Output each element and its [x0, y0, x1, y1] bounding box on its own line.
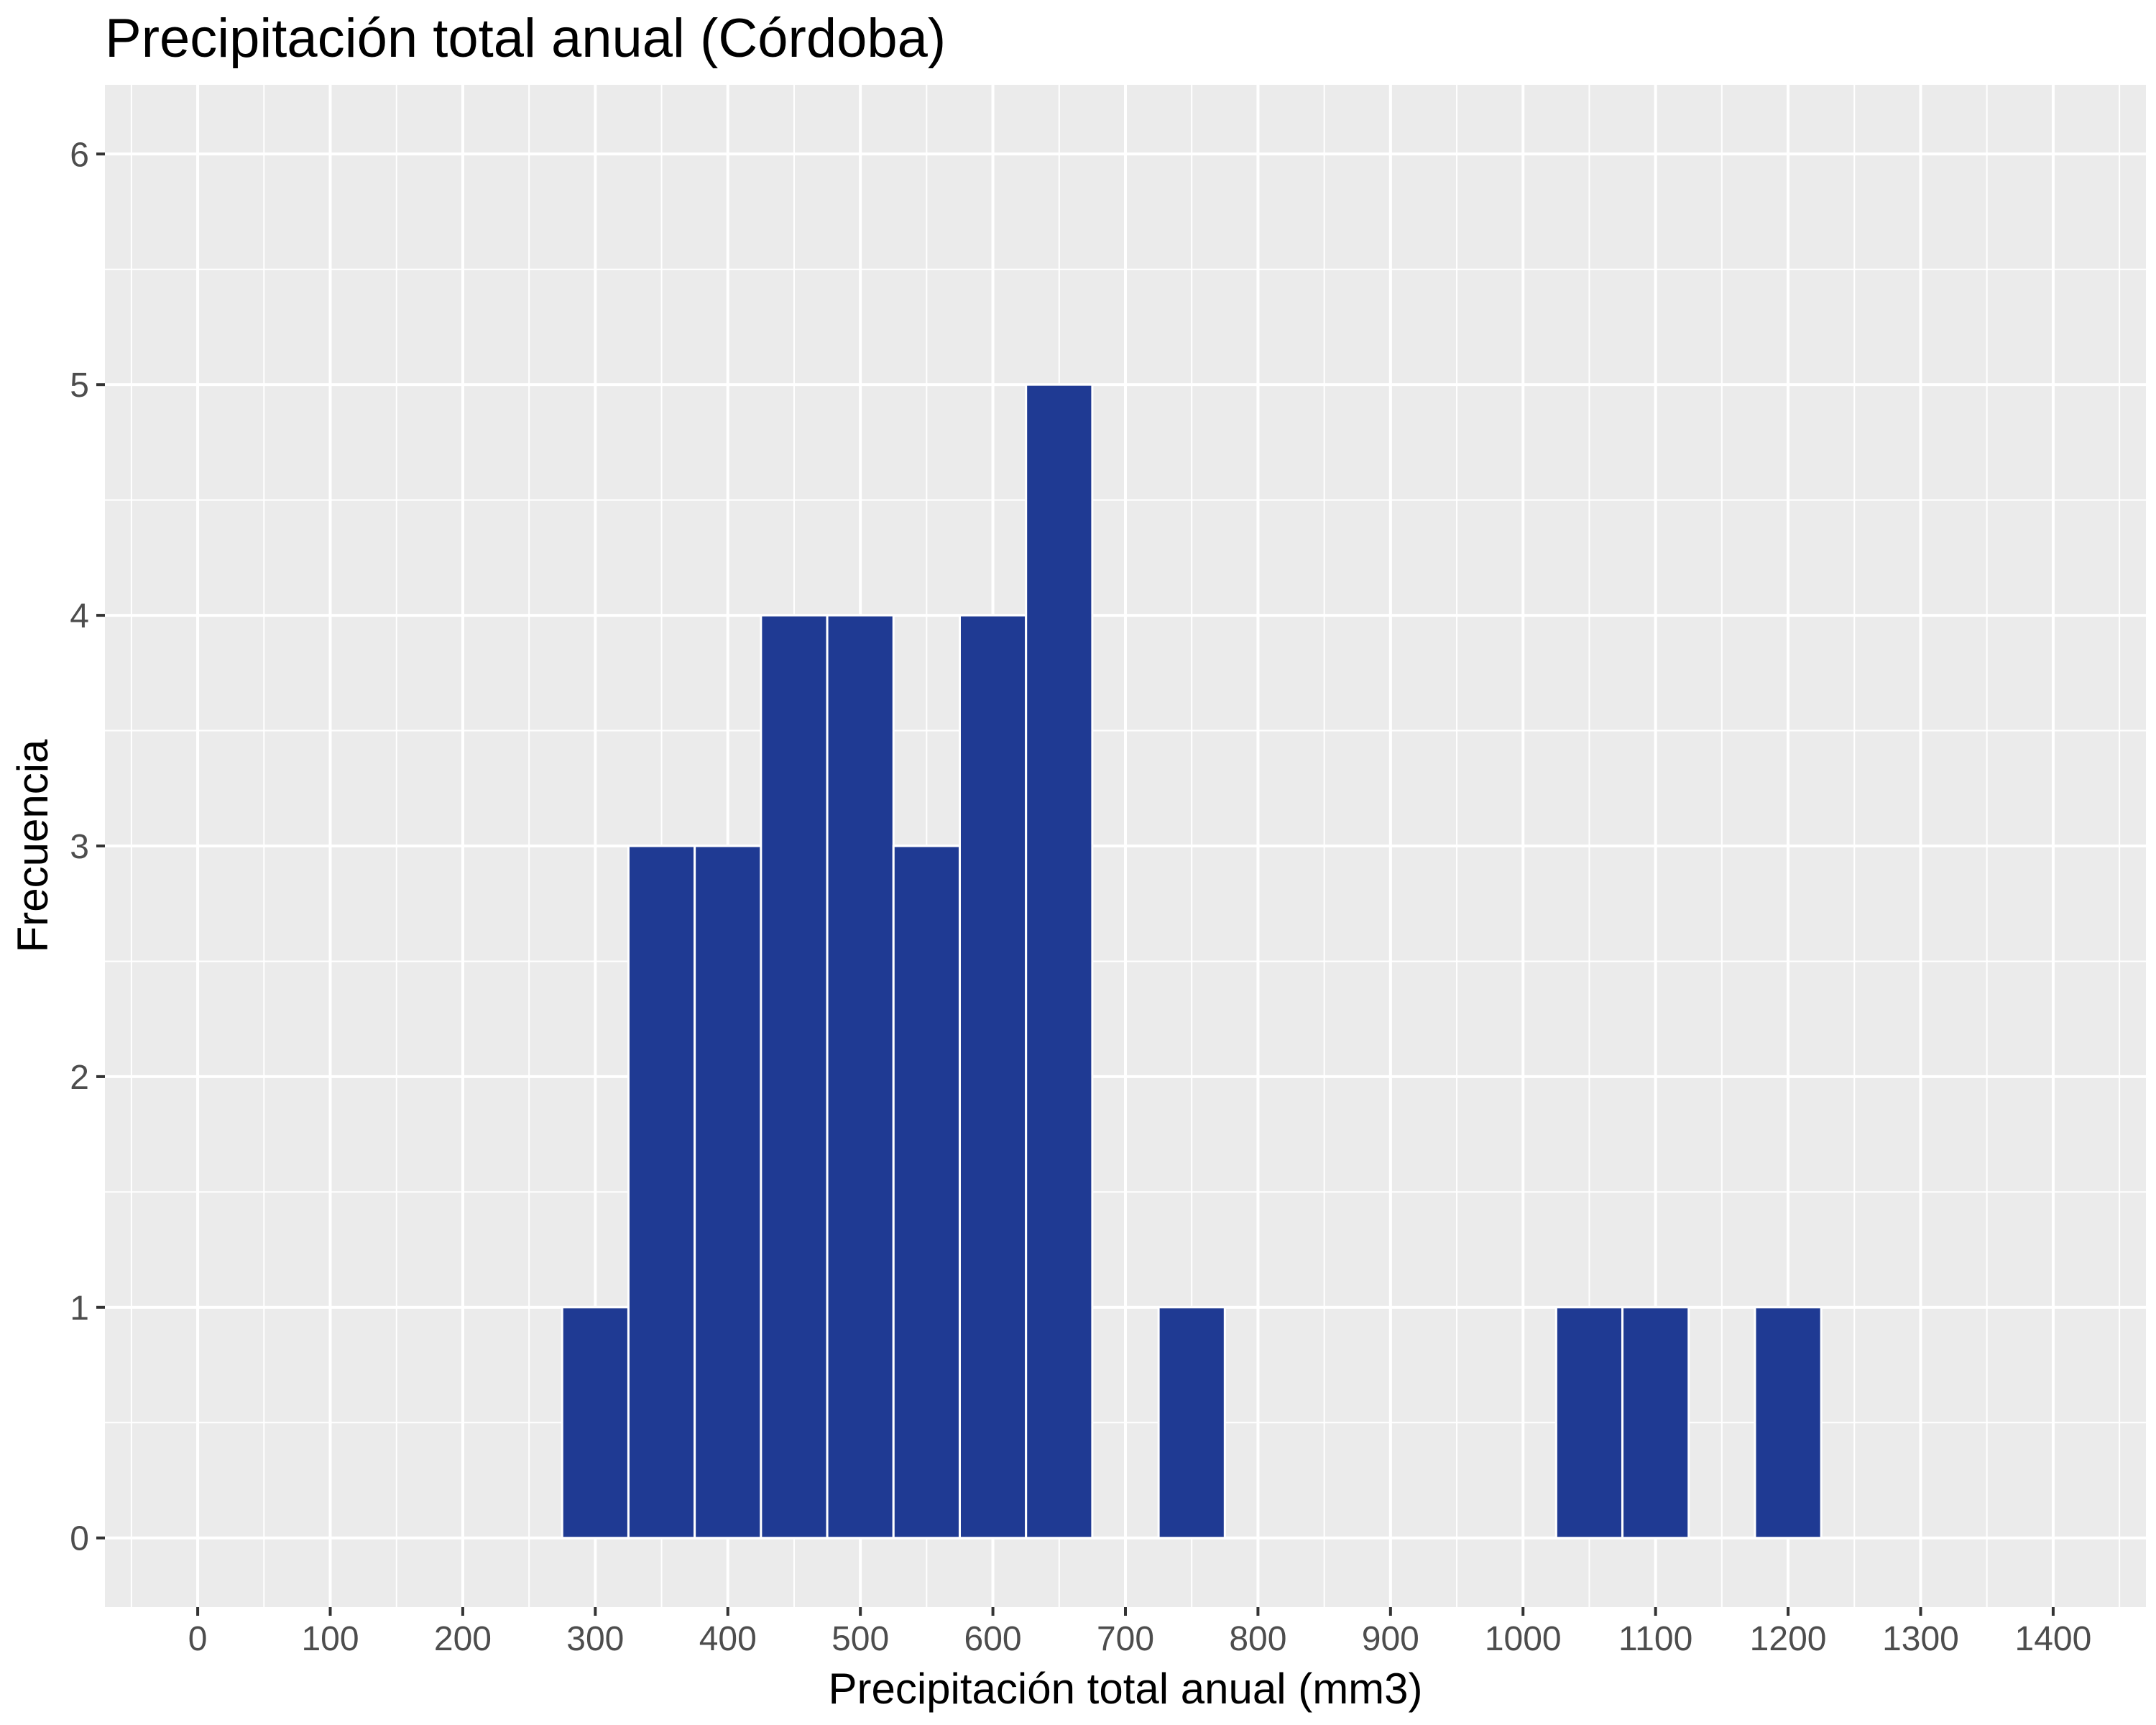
x-tick-label: 600 — [964, 1620, 1022, 1658]
x-tick-label: 1400 — [2015, 1620, 2092, 1658]
x-tick-label: 200 — [434, 1620, 492, 1658]
y-tick-labels: 0 1 2 3 4 5 6 — [70, 136, 89, 1558]
histogram-bar — [627, 845, 696, 1540]
histogram-bar — [760, 614, 829, 1540]
histogram-bar — [826, 614, 895, 1540]
x-tick-labels: 0 100 200 300 400 500 600 700 800 900 1000 1100 1200… — [188, 1620, 2092, 1658]
histogram-bar — [1554, 1306, 1624, 1540]
x-tick-label: 500 — [831, 1620, 889, 1658]
x-tick-label: 100 — [301, 1620, 359, 1658]
histogram-bar — [1157, 1306, 1226, 1540]
x-axis-title: Precipitación total anual (mm3) — [828, 1665, 1422, 1713]
histogram-bar — [694, 845, 763, 1540]
x-tick-label: 0 — [188, 1620, 208, 1658]
x-tick-label: 1200 — [1750, 1620, 1827, 1658]
axis-ticks — [96, 152, 2055, 1616]
chart-title: Precipitación total anual (Córdoba) — [105, 8, 946, 69]
x-tick-label: 1100 — [1618, 1620, 1692, 1658]
y-tick-label: 3 — [70, 828, 89, 866]
x-tick-label: 800 — [1229, 1620, 1286, 1658]
histogram-bar — [1621, 1306, 1690, 1540]
histogram-bar — [958, 614, 1028, 1540]
x-tick-label: 900 — [1362, 1620, 1419, 1658]
y-tick-label: 5 — [70, 367, 89, 405]
bars-group — [561, 383, 1823, 1540]
y-tick-label: 2 — [70, 1059, 89, 1097]
x-tick-label: 1300 — [1882, 1620, 1959, 1658]
x-tick-label: 300 — [566, 1620, 624, 1658]
x-tick-label: 400 — [699, 1620, 757, 1658]
histogram-bar — [1754, 1306, 1823, 1540]
histogram-bar — [892, 845, 961, 1540]
y-tick-label: 6 — [70, 136, 89, 174]
y-tick-label: 0 — [70, 1520, 89, 1558]
y-tick-label: 4 — [70, 597, 89, 635]
histogram-bar — [1025, 383, 1094, 1540]
y-axis-title: Frecuencia — [9, 739, 57, 952]
histogram-bar — [561, 1306, 630, 1540]
y-tick-label: 1 — [70, 1289, 89, 1328]
x-tick-label: 1000 — [1485, 1620, 1562, 1658]
x-tick-label: 700 — [1097, 1620, 1154, 1658]
